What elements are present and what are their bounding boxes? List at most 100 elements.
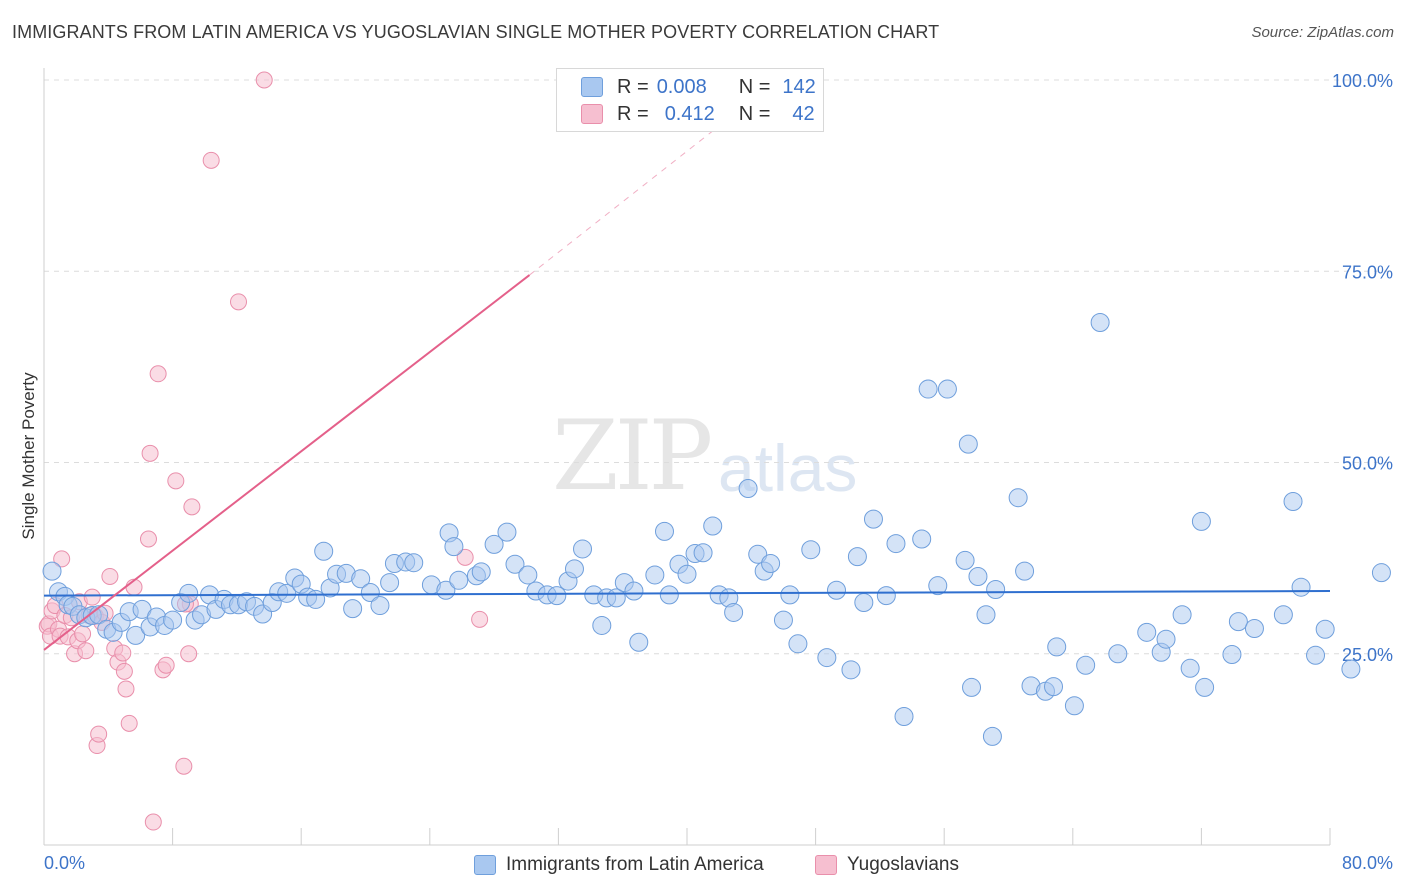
legend-n-value: 42: [792, 102, 815, 125]
data-point-latin-america: [703, 516, 723, 536]
trend-lines: [43, 125, 1331, 651]
data-point-latin-america: [343, 599, 363, 619]
data-point-latin-america: [1064, 696, 1084, 716]
data-point-yugoslavians: [149, 365, 167, 383]
data-point-yugoslavians: [53, 550, 71, 568]
data-point-yugoslavians: [139, 530, 157, 548]
data-point-yugoslavians: [117, 680, 135, 698]
legend-r-value: 0.412: [664, 102, 715, 125]
legend-row-yugoslavians: R = 0.412 N = 42: [581, 102, 815, 126]
tick-labels: 25.0% 50.0% 75.0% 100.0% 0.0% 80.0%: [44, 71, 1393, 873]
data-point-latin-america: [724, 602, 744, 622]
y-axis-label: Single Mother Poverty: [19, 372, 38, 540]
data-point-latin-america: [471, 562, 491, 582]
data-point-latin-america: [370, 596, 390, 616]
data-point-latin-america: [761, 553, 781, 573]
data-point-latin-america: [380, 573, 400, 593]
data-point-yugoslavians: [175, 757, 193, 775]
data-point-latin-america: [1291, 577, 1311, 597]
data-point-latin-america: [1044, 677, 1064, 697]
yugoslavians-points: [38, 71, 489, 831]
data-point-latin-america: [624, 581, 644, 601]
data-point-latin-america: [1156, 629, 1176, 649]
data-point-latin-america: [629, 632, 649, 652]
data-point-latin-america: [912, 529, 932, 549]
data-point-latin-america: [976, 605, 996, 625]
data-point-latin-america: [518, 565, 538, 585]
data-point-latin-america: [693, 543, 713, 563]
data-point-yugoslavians: [230, 293, 248, 311]
data-point-yugoslavians: [74, 625, 92, 643]
data-point-latin-america: [1015, 561, 1035, 581]
legend-swatch-blue: [474, 855, 496, 875]
data-point-latin-america: [645, 565, 665, 585]
data-point-latin-america: [826, 580, 846, 600]
y-tick-label: 50.0%: [1342, 454, 1393, 474]
trend-line-yugoslavians-extension: [529, 125, 720, 276]
correlation-legend: R = 0.008 N = 142 R = 0.412 N = 42: [556, 68, 824, 132]
data-point-latin-america: [982, 726, 1002, 746]
data-point-latin-america: [738, 479, 758, 499]
legend-item-yugoslavians: Yugoslavians: [815, 852, 959, 878]
trend-line-latin-america: [43, 590, 1331, 597]
data-point-yugoslavians: [471, 610, 489, 628]
data-point-latin-america: [484, 534, 504, 554]
data-point-latin-america: [573, 539, 593, 559]
data-point-latin-america: [1341, 659, 1361, 679]
data-point-yugoslavians: [114, 644, 132, 662]
data-point-yugoslavians: [120, 714, 138, 732]
latin-america-points: [42, 313, 1391, 746]
data-point-latin-america: [918, 379, 938, 399]
trend-line-yugoslavians: [43, 274, 531, 651]
data-point-yugoslavians: [90, 725, 108, 743]
legend-swatch-pink: [815, 855, 837, 875]
data-point-yugoslavians: [202, 151, 220, 169]
data-point-latin-america: [986, 579, 1006, 599]
data-point-latin-america: [360, 583, 380, 603]
data-point-yugoslavians: [115, 662, 133, 680]
data-point-latin-america: [1315, 619, 1335, 639]
data-point-latin-america: [817, 648, 837, 668]
data-point-latin-america: [592, 615, 612, 635]
data-point-latin-america: [1090, 313, 1110, 333]
data-point-latin-america: [449, 570, 469, 590]
data-point-latin-america: [1108, 644, 1128, 664]
data-point-latin-america: [748, 544, 768, 564]
data-point-latin-america: [788, 634, 808, 654]
data-point-latin-america: [547, 586, 567, 606]
data-point-latin-america: [505, 554, 525, 574]
gridlines: [44, 79, 1392, 655]
data-point-latin-america: [780, 585, 800, 605]
data-point-latin-america: [1283, 492, 1303, 512]
data-point-yugoslavians: [83, 588, 101, 606]
data-point-latin-america: [955, 550, 975, 570]
data-point-latin-america: [306, 589, 326, 609]
data-point-latin-america: [163, 610, 183, 630]
y-tick-label: 100.0%: [1332, 71, 1393, 91]
data-point-yugoslavians: [144, 813, 162, 831]
data-point-latin-america: [179, 583, 199, 603]
data-point-latin-america: [962, 677, 982, 697]
data-point-latin-america: [1244, 619, 1264, 639]
data-point-yugoslavians: [180, 645, 198, 663]
data-point-yugoslavians: [141, 444, 159, 462]
x-tick-label-max: 80.0%: [1342, 853, 1393, 873]
data-point-latin-america: [841, 660, 861, 680]
data-point-latin-america: [1306, 645, 1326, 665]
legend-n-label: N =: [738, 75, 771, 98]
legend-label-latin-america: Immigrants from Latin America: [506, 854, 764, 875]
data-point-latin-america: [1137, 622, 1157, 642]
data-point-latin-america: [928, 576, 948, 596]
data-point-yugoslavians: [183, 498, 201, 516]
data-point-latin-america: [773, 610, 793, 630]
x-tick-label-min: 0.0%: [44, 853, 85, 873]
data-point-latin-america: [1195, 677, 1215, 697]
data-point-latin-america: [1228, 612, 1248, 632]
data-point-latin-america: [677, 564, 697, 584]
data-point-latin-america: [444, 537, 464, 557]
watermark-zip: ZIP: [552, 400, 713, 512]
data-point-latin-america: [854, 592, 874, 612]
data-point-latin-america: [886, 534, 906, 554]
data-point-latin-america: [1273, 605, 1293, 625]
data-point-latin-america: [958, 434, 978, 454]
